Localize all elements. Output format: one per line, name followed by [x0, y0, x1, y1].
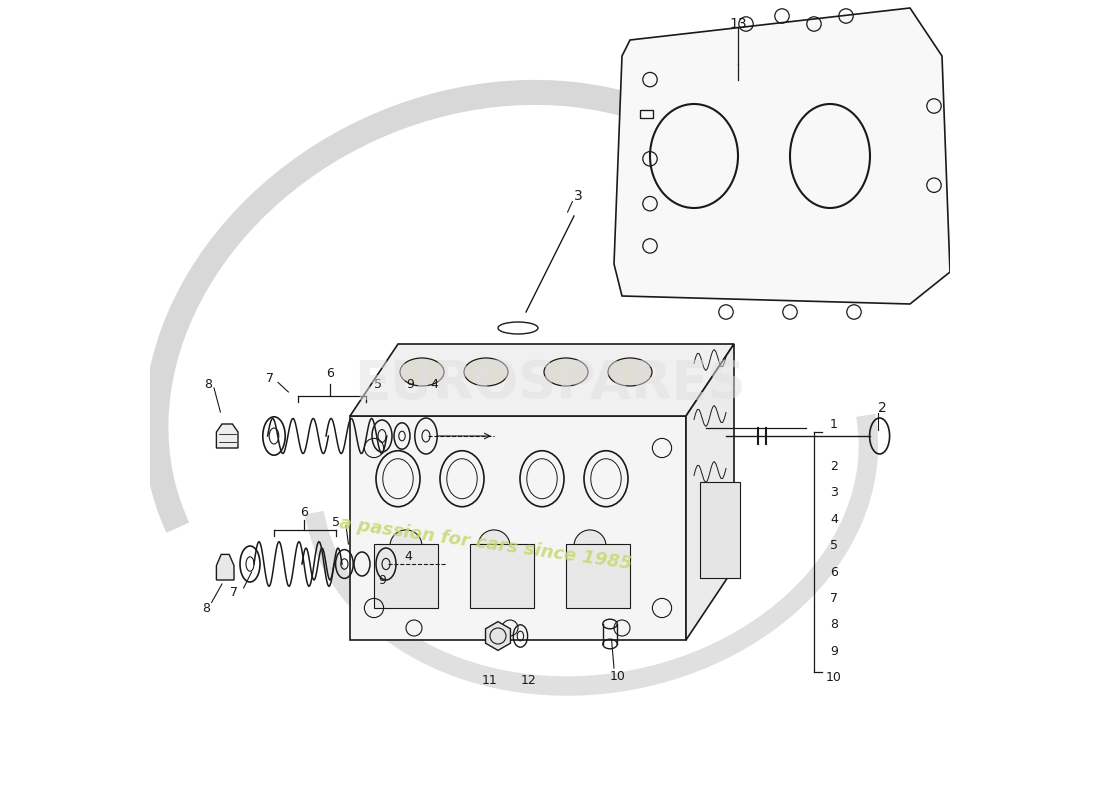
Text: 9: 9	[406, 378, 414, 390]
Text: 4: 4	[830, 513, 838, 526]
Ellipse shape	[574, 530, 606, 562]
Ellipse shape	[390, 530, 422, 562]
Text: 8: 8	[202, 602, 210, 614]
Text: 7: 7	[230, 586, 238, 598]
Bar	[566, 544, 630, 608]
Text: 2: 2	[878, 401, 887, 415]
Ellipse shape	[400, 358, 444, 386]
Text: 1: 1	[830, 418, 838, 430]
Bar	[640, 110, 653, 118]
Text: 9: 9	[830, 645, 838, 658]
Text: 6: 6	[326, 367, 334, 380]
Text: 9: 9	[378, 574, 386, 586]
Text: 10: 10	[826, 671, 842, 684]
Text: 6: 6	[299, 506, 308, 518]
Text: 11: 11	[482, 674, 498, 686]
Text: 6: 6	[830, 566, 838, 578]
Text: 12: 12	[520, 674, 537, 686]
Ellipse shape	[544, 358, 588, 386]
Text: 7: 7	[830, 592, 838, 605]
Text: 3: 3	[830, 486, 838, 499]
Polygon shape	[686, 344, 734, 640]
Text: 4: 4	[430, 378, 438, 390]
Ellipse shape	[464, 358, 508, 386]
Bar	[470, 544, 534, 608]
Text: EUROSPARES: EUROSPARES	[354, 358, 746, 410]
Text: 4: 4	[405, 550, 412, 562]
Bar	[640, 110, 653, 118]
Text: 5: 5	[830, 539, 838, 552]
Text: 10: 10	[610, 670, 626, 682]
Polygon shape	[217, 554, 234, 580]
Text: 8: 8	[205, 378, 212, 390]
Text: 7: 7	[266, 372, 274, 385]
Text: 13: 13	[729, 17, 747, 31]
Bar	[374, 544, 438, 608]
Polygon shape	[614, 8, 950, 304]
Ellipse shape	[478, 530, 510, 562]
Bar	[701, 482, 740, 578]
Polygon shape	[217, 424, 238, 448]
Bar	[640, 110, 653, 118]
Text: 2: 2	[830, 460, 838, 473]
Polygon shape	[350, 416, 686, 640]
Ellipse shape	[608, 358, 652, 386]
Text: 3: 3	[573, 189, 582, 203]
Polygon shape	[485, 622, 510, 650]
Text: 5: 5	[332, 516, 340, 529]
Text: 8: 8	[830, 618, 838, 631]
Text: 5: 5	[374, 378, 382, 390]
Text: a passion for cars since 1985: a passion for cars since 1985	[339, 514, 634, 574]
Polygon shape	[350, 344, 734, 416]
